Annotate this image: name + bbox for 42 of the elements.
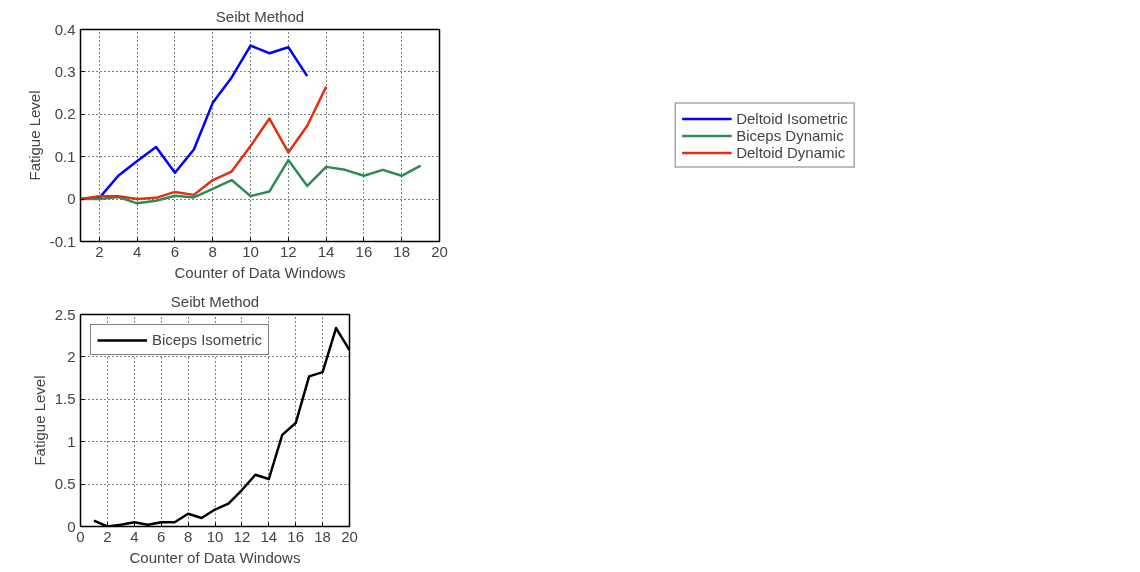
x-tick-label: 12 [233,527,251,545]
x-tick-label: 2 [103,527,112,545]
x-axis-title: Counter of Data Windows [174,263,346,281]
x-tick-label: 8 [183,527,193,545]
legend-label: Deltoid Isometric [736,109,848,127]
x-tick-label: 2 [95,242,104,260]
y-tick-label: 0.4 [54,20,76,38]
x-tick-label: 10 [242,242,259,260]
x-tick-label: 16 [287,527,305,545]
x-tick-label: 20 [431,242,448,260]
y-tick-label: 0.1 [54,147,76,165]
x-tick-label: 4 [133,242,142,260]
x-tick-label: 12 [280,242,297,260]
y-tick-label: 1.5 [54,390,76,408]
x-tick-label: 8 [208,242,217,260]
y-tick-label: 0.5 [54,475,76,493]
x-tick-label: 18 [314,527,331,545]
x-tick-label: 6 [170,242,180,260]
x-tick-label: 4 [130,527,139,545]
y-tick-label: 0 [67,190,76,208]
x-tick-label: 18 [393,242,411,260]
y-tick-label: 2.5 [54,305,76,323]
x-tick-label: 16 [355,242,373,260]
chart-title: Seibt Method [215,7,305,25]
x-tick-label: 10 [206,527,224,545]
x-tick-label: 14 [317,242,335,260]
x-tick-label: 20 [341,527,358,545]
y-axis-title: Fatigue Level [25,90,43,181]
legend-label: Biceps Isometric [152,331,263,348]
legend-label: Biceps Dynamic [736,126,844,144]
x-tick-label: 14 [260,527,278,545]
y-tick-label: 1 [67,432,76,450]
y-tick-label: -0.1 [49,232,76,250]
x-axis-title: Counter of Data Windows [129,548,301,566]
legend-label: Deltoid Dynamic [736,143,846,161]
line-series [80,85,328,201]
x-tick-label: 6 [157,527,166,545]
y-tick-label: 0.2 [54,105,76,123]
chart-title: Seibt Method [170,292,260,310]
y-axis-title: Fatigue Level [30,375,48,466]
y-tick-label: 2 [67,347,76,365]
y-tick-label: 0.3 [54,62,76,80]
